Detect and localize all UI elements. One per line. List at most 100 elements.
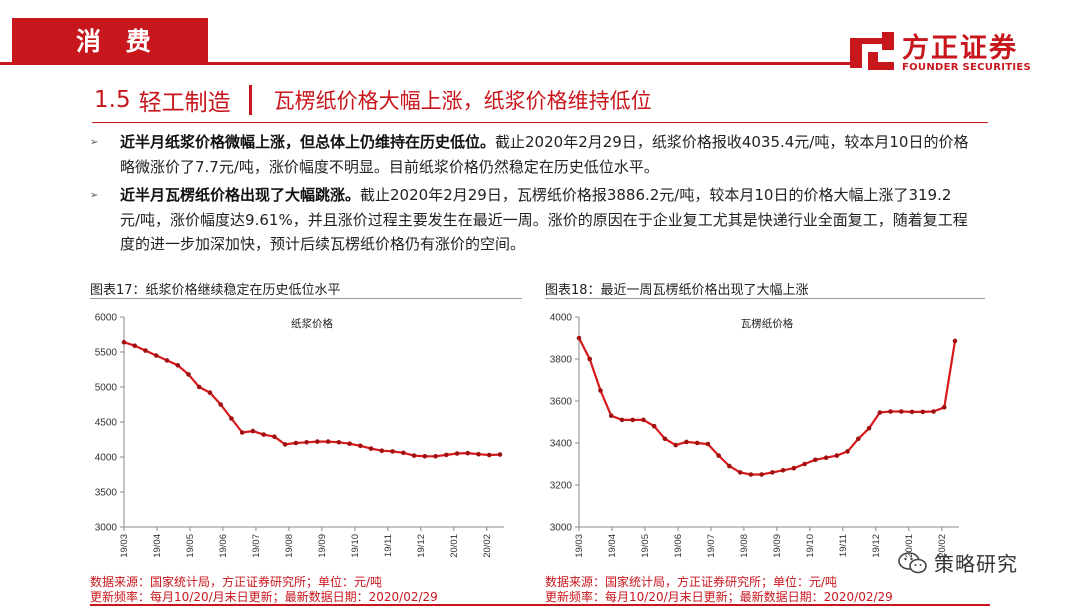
data-point [587, 356, 593, 362]
x-tick-label: 19/10 [805, 534, 816, 558]
data-point [465, 450, 471, 456]
section-tag: 消 费 [12, 18, 208, 62]
y-tick-label: 3500 [95, 488, 118, 499]
data-point [598, 388, 603, 393]
data-point [802, 461, 807, 467]
corrugated-paper-price-chart: 3000 3200 3400 3600 3800 4000 19/03 19/04 19/05 1… [550, 313, 959, 558]
x-tick-label: 19/03 [574, 534, 585, 558]
data-point [641, 417, 646, 423]
bullet-text: 近半月瓦楞纸价格出现了大幅跳涨。截止2020年2月29日，瓦楞纸价格报3886.… [120, 183, 970, 257]
y-tick-label: 4500 [95, 418, 118, 429]
series-line [578, 337, 957, 476]
data-point [143, 348, 148, 353]
watermark-text: 策略研究 [934, 552, 1018, 576]
data-point [282, 442, 288, 447]
headline-rule [92, 122, 988, 123]
section-label: 消 费 [76, 27, 159, 56]
data-point [358, 443, 363, 449]
data-point [866, 426, 872, 431]
data-point [401, 450, 406, 456]
data-point [705, 441, 711, 447]
data-point [175, 363, 181, 368]
bullet-list: ➢ 近半月纸浆价格微幅上涨，但总体上仍维持在历史低位。截止2020年2月29日，… [90, 130, 970, 261]
bullet-arrow-icon: ➢ [90, 137, 99, 148]
bullet-bold-lead: 近半月纸浆价格微幅上涨，但总体上仍维持在历史低位。 [120, 133, 496, 151]
data-point [497, 452, 503, 457]
data-point [196, 384, 202, 390]
data-point [694, 440, 700, 446]
data-point [304, 440, 309, 445]
bullet-text: 近半月纸浆价格微幅上涨，但总体上仍维持在历史低位。截止2020年2月29日，纸浆… [120, 130, 970, 179]
top-rule [0, 62, 850, 65]
data-point [476, 451, 481, 457]
figure-source-left: 数据来源：国家统计局，方正证券研究所；单位：元/吨 更新频率：每月10/20/月… [90, 575, 438, 604]
y-tick-label: 4000 [550, 313, 573, 324]
data-point [368, 446, 374, 451]
x-tick-label: 19/07 [251, 534, 262, 558]
headline-title: 瓦楞纸价格大幅上涨，纸浆价格维持低位 [273, 89, 652, 113]
company-logo: 方正证券 FOUNDER SECURITIES [848, 24, 1038, 80]
x-tick-label: 20/02 [482, 534, 493, 558]
y-tick-label: 3800 [550, 355, 573, 366]
logo-chinese-name: 方正证券 [902, 33, 1018, 64]
pulp-price-chart: 3000 3500 4000 4500 5000 5500 6000 19/03 19/04 19… [95, 313, 504, 558]
y-tick-label: 3000 [95, 523, 118, 534]
x-tick-label: 19/09 [317, 534, 328, 558]
x-tick-label: 19/12 [871, 534, 882, 558]
data-point [454, 451, 460, 456]
footer-rule [90, 604, 990, 606]
data-point [336, 440, 342, 445]
data-point [856, 436, 861, 442]
logo-english-name: FOUNDER SECURITIES [902, 62, 1032, 73]
data-point [651, 423, 657, 429]
data-point [433, 454, 438, 459]
y-tick-label: 4000 [95, 453, 118, 464]
figure-rule-left [90, 298, 522, 299]
bullet-item: ➢ 近半月瓦楞纸价格出现了大幅跳涨。截止2020年2月29日，瓦楞纸价格报388… [90, 183, 970, 257]
founder-logo-icon [850, 32, 894, 70]
data-point [813, 457, 818, 463]
y-tick-label: 3200 [550, 481, 573, 492]
x-tick-label: 19/04 [152, 534, 163, 558]
data-point [780, 468, 786, 473]
data-point [218, 402, 223, 407]
x-tick-label: 19/08 [739, 534, 750, 558]
data-point [576, 335, 582, 341]
x-tick-label: 19/07 [706, 534, 717, 558]
data-point [684, 439, 689, 445]
data-point [443, 452, 449, 458]
figure-source-right: 数据来源：国家统计局，方正证券研究所；单位：元/吨 更新频率：每月10/20/月… [545, 575, 893, 604]
data-point [619, 417, 625, 423]
data-point [673, 442, 678, 448]
source-line: 数据来源：国家统计局，方正证券研究所；单位：元/吨 [545, 575, 838, 589]
x-tick-label: 19/06 [673, 534, 684, 558]
headline-number: 1.5 [94, 87, 131, 113]
chart-title: 纸浆价格 [291, 317, 333, 330]
data-point [716, 453, 721, 458]
bullet-item: ➢ 近半月纸浆价格微幅上涨，但总体上仍维持在历史低位。截止2020年2月29日，… [90, 130, 970, 179]
y-tick-label: 3600 [550, 397, 573, 408]
data-point [229, 416, 234, 421]
figure-caption-right: 图表18：最近一周瓦楞纸价格出现了大幅上涨 [545, 283, 809, 298]
x-tick-label: 19/09 [772, 534, 783, 558]
data-point [132, 343, 138, 348]
data-point [164, 358, 170, 363]
x-tick-label: 19/11 [838, 534, 849, 557]
x-tick-label: 19/05 [185, 534, 196, 558]
data-point [207, 390, 213, 395]
bullet-bold-lead: 近半月瓦楞纸价格出现了大幅跳涨。 [120, 186, 361, 204]
slide-headline: 1.5 轻工制造 瓦楞纸价格大幅上涨，纸浆价格维持低位 [94, 82, 652, 118]
source-line: 数据来源：国家统计局，方正证券研究所；单位：元/吨 [90, 575, 383, 589]
data-point [727, 463, 732, 469]
x-tick-label: 20/01 [904, 534, 915, 558]
y-tick-label: 3400 [550, 439, 573, 450]
x-tick-label: 19/10 [350, 534, 361, 558]
data-point [770, 470, 775, 475]
data-point [121, 339, 127, 345]
data-point [662, 436, 668, 442]
figure-caption-left: 图表17：纸浆价格继续稳定在历史低位水平 [90, 283, 341, 298]
series-line [123, 341, 501, 458]
data-point [909, 409, 915, 415]
data-point [823, 455, 829, 460]
data-point [630, 417, 636, 423]
